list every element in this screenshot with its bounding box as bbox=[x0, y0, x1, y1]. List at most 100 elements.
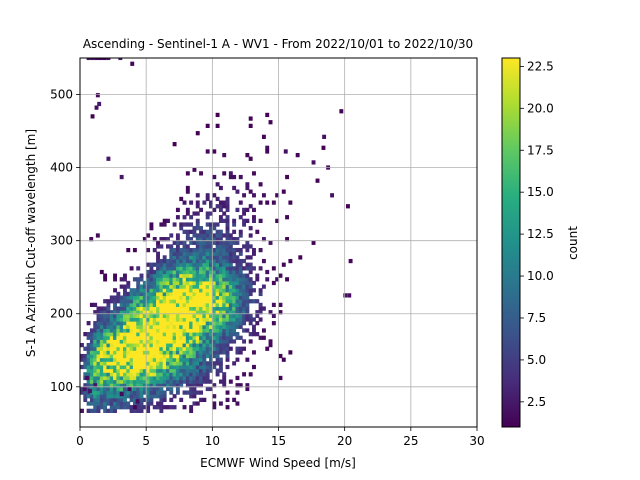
heatmap-cell bbox=[202, 233, 207, 238]
heatmap-cell bbox=[99, 372, 104, 377]
heatmap-cell bbox=[232, 247, 237, 253]
heatmap-cell bbox=[209, 229, 213, 234]
heatmap-cell bbox=[212, 401, 217, 406]
heatmap-cell bbox=[258, 310, 263, 315]
heatmap-cell bbox=[96, 372, 101, 377]
heatmap-cell bbox=[238, 273, 243, 278]
heatmap-cell bbox=[156, 332, 160, 337]
heatmap-cell bbox=[96, 339, 101, 344]
heatmap-cell bbox=[222, 258, 227, 264]
heatmap-cell bbox=[116, 375, 121, 381]
heatmap-cell bbox=[129, 408, 134, 413]
heatmap-cell bbox=[238, 277, 243, 282]
heatmap-cell bbox=[245, 262, 250, 267]
heatmap-cell bbox=[80, 386, 84, 392]
heatmap-cell bbox=[185, 247, 190, 253]
heatmap-cell bbox=[116, 353, 121, 359]
heatmap-cell bbox=[123, 390, 127, 395]
heatmap-cell bbox=[99, 357, 104, 362]
heatmap-cell bbox=[235, 280, 240, 286]
heatmap-cell bbox=[109, 299, 114, 304]
heatmap-cell bbox=[271, 302, 276, 308]
heatmap-cell bbox=[189, 200, 194, 205]
heatmap-cell bbox=[199, 288, 204, 293]
heatmap-cell bbox=[182, 342, 187, 348]
heatmap-cell bbox=[225, 310, 230, 315]
heatmap-cell bbox=[202, 375, 207, 381]
heatmap-cell bbox=[146, 277, 151, 282]
heatmap-cell bbox=[182, 247, 187, 253]
heatmap-cell bbox=[86, 368, 91, 373]
heatmap-cell bbox=[252, 171, 256, 176]
heatmap-cell bbox=[225, 204, 230, 209]
heatmap-cell bbox=[142, 302, 147, 308]
heatmap-cell bbox=[228, 284, 233, 289]
heatmap-cell bbox=[146, 317, 151, 322]
heatmap-cell bbox=[162, 255, 167, 260]
colorbar bbox=[501, 57, 521, 428]
heatmap-cell bbox=[199, 310, 204, 315]
heatmap-cell bbox=[172, 273, 177, 278]
heatmap-cell bbox=[93, 328, 98, 333]
heatmap-cell bbox=[195, 372, 200, 377]
heatmap-cell bbox=[202, 332, 207, 337]
heatmap-cell bbox=[132, 342, 137, 348]
heatmap-cell bbox=[179, 247, 184, 253]
heatmap-cell bbox=[185, 207, 190, 213]
heatmap-cell bbox=[212, 226, 217, 231]
heatmap-cell bbox=[185, 280, 190, 286]
heatmap-cell bbox=[129, 361, 134, 366]
heatmap-cell bbox=[129, 324, 134, 329]
heatmap-cell bbox=[245, 240, 250, 245]
heatmap-cell bbox=[242, 258, 247, 264]
heatmap-cell bbox=[149, 321, 154, 326]
heatmap-cell bbox=[109, 408, 114, 413]
heatmap-cell bbox=[86, 335, 91, 340]
heatmap-cell bbox=[169, 383, 174, 388]
heatmap-cell bbox=[83, 332, 88, 337]
heatmap-cell bbox=[166, 350, 170, 355]
heatmap-cell bbox=[132, 375, 137, 381]
heatmap-cell bbox=[228, 317, 233, 322]
heatmap-cell bbox=[159, 324, 164, 329]
heatmap-cell bbox=[103, 390, 108, 395]
heatmap-cell bbox=[146, 273, 151, 278]
heatmap-cell bbox=[199, 244, 204, 249]
heatmap-cell bbox=[199, 317, 204, 322]
heatmap-cell bbox=[202, 240, 207, 245]
heatmap-cell bbox=[209, 379, 213, 384]
heatmap-cell bbox=[159, 284, 164, 289]
heatmap-cell bbox=[232, 237, 237, 242]
heatmap-cell bbox=[126, 405, 131, 410]
heatmap-cell bbox=[225, 226, 230, 231]
heatmap-cell bbox=[199, 255, 204, 260]
heatmap-cell bbox=[149, 357, 154, 362]
heatmap-cell bbox=[199, 240, 204, 245]
heatmap-cell bbox=[218, 291, 223, 297]
heatmap-cell bbox=[113, 368, 117, 373]
heatmap-cell bbox=[119, 350, 124, 355]
heatmap-cell bbox=[242, 313, 247, 318]
heatmap-cell bbox=[89, 386, 94, 392]
heatmap-cell bbox=[209, 321, 213, 326]
heatmap-cell bbox=[195, 295, 200, 300]
heatmap-cell bbox=[159, 258, 164, 264]
heatmap-cell bbox=[142, 339, 147, 344]
heatmap-cell bbox=[103, 357, 108, 362]
heatmap-cell bbox=[142, 357, 147, 362]
heatmap-cell bbox=[252, 364, 256, 370]
heatmap-cell bbox=[185, 306, 190, 311]
heatmap-cell bbox=[175, 310, 180, 315]
heatmap-cell bbox=[343, 293, 348, 298]
heatmap-cell bbox=[106, 342, 111, 348]
heatmap-cell bbox=[156, 350, 160, 355]
heatmap-cell bbox=[182, 390, 187, 395]
heatmap-cell bbox=[129, 368, 134, 373]
heatmap-cell bbox=[179, 313, 184, 318]
heatmap-cell bbox=[212, 295, 217, 300]
heatmap-cell bbox=[202, 262, 207, 267]
heatmap-cell bbox=[185, 335, 190, 340]
heatmap-cell bbox=[212, 258, 217, 264]
heatmap-cell bbox=[238, 299, 243, 304]
heatmap-cell bbox=[96, 346, 101, 351]
